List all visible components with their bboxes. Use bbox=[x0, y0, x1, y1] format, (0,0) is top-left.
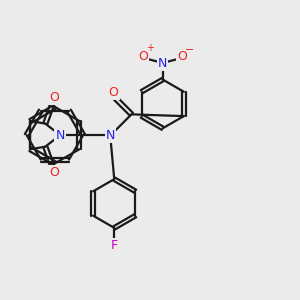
Text: O: O bbox=[138, 50, 148, 63]
Text: O: O bbox=[109, 85, 118, 98]
Text: +: + bbox=[146, 44, 154, 53]
Text: O: O bbox=[49, 91, 59, 104]
Text: N: N bbox=[56, 129, 65, 142]
Text: N: N bbox=[106, 129, 116, 142]
Text: −: − bbox=[185, 45, 194, 55]
Text: F: F bbox=[111, 238, 118, 252]
Text: N: N bbox=[158, 57, 167, 70]
Text: O: O bbox=[49, 167, 59, 179]
Text: O: O bbox=[177, 50, 187, 63]
